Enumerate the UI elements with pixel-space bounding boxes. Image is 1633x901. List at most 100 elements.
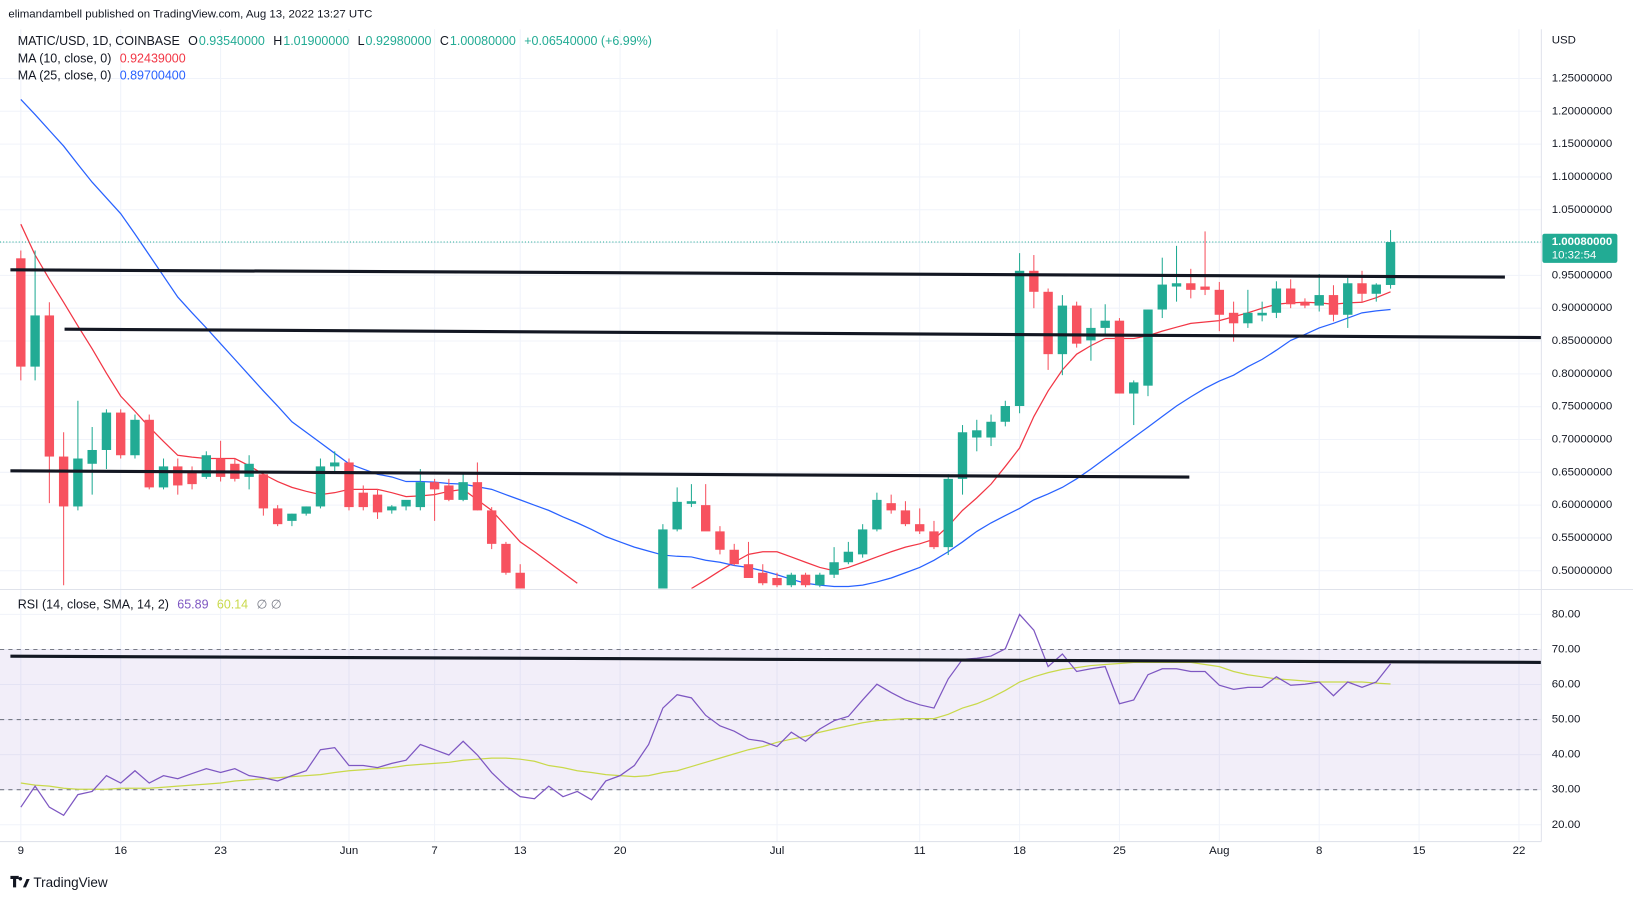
candle-body (486, 510, 497, 544)
candle-body (44, 315, 55, 457)
line (20, 613, 1392, 817)
candle-body (1243, 312, 1253, 324)
y-tick-label: 30.00 (1552, 784, 1581, 796)
y-tick-label: 50.00 (1552, 714, 1581, 726)
ohlc-key: C (440, 34, 449, 48)
candle-body (1157, 284, 1167, 310)
candle-body (1186, 283, 1196, 290)
y-tick-label: 40.00 (1552, 749, 1581, 761)
candle-body (986, 421, 996, 438)
candle-body (1029, 270, 1039, 292)
candle-body (772, 577, 782, 586)
trend-line (10, 268, 1505, 279)
candle-body (1214, 289, 1225, 315)
candle-body (758, 572, 768, 584)
candle-body (701, 505, 711, 532)
candle-body (244, 463, 254, 477)
candle-body (829, 562, 839, 575)
candle-body (1114, 320, 1125, 394)
legend-value: 0.89700400 (120, 68, 186, 82)
candle-body (130, 419, 140, 456)
candle-body (87, 449, 97, 464)
y-tick-label: 0.60000000 (1552, 499, 1612, 511)
candle-body (1043, 291, 1053, 355)
x-tick-label: Aug (1209, 845, 1229, 857)
x-tick-label: 20 (614, 845, 627, 857)
change: +0.06540000 (+6.99%) (524, 34, 652, 48)
candle-body (173, 466, 183, 486)
y-tick-label: 1.25000000 (1552, 72, 1612, 84)
candle-body (330, 462, 340, 467)
x-tick-label: 7 (431, 845, 437, 857)
y-tick-label: 70.00 (1552, 643, 1581, 655)
candle-body (444, 485, 454, 500)
y-tick-label: 1.20000000 (1552, 105, 1612, 117)
line (20, 98, 1391, 588)
candle-body (1314, 295, 1324, 306)
candle-body (743, 564, 754, 578)
candle-body (658, 529, 668, 589)
ohlc-key: L (358, 34, 365, 48)
candle-body (672, 501, 682, 530)
symbol: MATIC/USD, 1D, COINBASE (18, 34, 180, 48)
candle-body (800, 574, 811, 586)
candle-body (30, 315, 40, 367)
candle-body (144, 419, 154, 488)
trend-line (64, 327, 1542, 340)
candle-body (116, 412, 126, 456)
ohlc-value: 0.92980000 (366, 34, 432, 48)
candle-body (16, 258, 26, 367)
brand: TradingView (33, 875, 108, 890)
candle-body (872, 499, 882, 530)
y-tick-label: 0.75000000 (1552, 401, 1612, 413)
candle-body (315, 466, 326, 507)
candle-body (344, 462, 354, 508)
y-tick-label: 0.50000000 (1552, 565, 1612, 577)
y-tick-label: 1.15000000 (1552, 138, 1612, 150)
y-tick-label: 0.80000000 (1552, 368, 1612, 380)
y-tick-label: 0.95000000 (1552, 269, 1612, 281)
last-price-box (1542, 233, 1618, 263)
candle-body (1129, 382, 1139, 394)
candle-body (458, 482, 468, 500)
candle-body (715, 531, 725, 550)
currency: USD (1552, 35, 1576, 47)
candle-body (515, 572, 525, 589)
ohlc-key: O (188, 34, 198, 48)
last-price-label: 1.00080000 (1552, 236, 1612, 248)
candle-body (501, 543, 511, 573)
candle-body (1143, 309, 1153, 386)
y-tick-label: 20.00 (1552, 819, 1581, 831)
candle-body (429, 482, 440, 490)
y-tick-label: 1.05000000 (1552, 204, 1612, 216)
publisher: elimandambell published on TradingView.c… (8, 9, 372, 21)
candle-body (915, 524, 925, 532)
y-tick-label: 0.65000000 (1552, 466, 1612, 478)
y-tick-label: 0.55000000 (1552, 532, 1612, 544)
candle-body (301, 506, 311, 514)
candle-body (1357, 283, 1367, 294)
candle-body (1285, 288, 1296, 305)
legend-value: 0.92439000 (120, 52, 186, 66)
candle-body (187, 471, 197, 485)
candle-body (1057, 305, 1068, 355)
candle-body (387, 506, 397, 511)
trend-line (10, 469, 1190, 479)
legend-value: 60.14 (217, 597, 248, 611)
candle-body (729, 549, 739, 565)
candle-body (957, 432, 968, 479)
y-tick-label: 0.85000000 (1552, 335, 1612, 347)
candle-body (1000, 406, 1011, 422)
candle-body (1171, 283, 1182, 287)
x-tick-label: Jul (770, 845, 785, 857)
candle-body (843, 551, 854, 563)
candle-body (272, 508, 283, 525)
x-tick-label: 18 (1013, 845, 1026, 857)
x-tick-label: Jun (340, 845, 358, 857)
candle-body (1100, 320, 1110, 328)
candle-body (815, 574, 825, 586)
candle-body (258, 474, 269, 509)
legend-name: MA (25, close, 0) (18, 68, 112, 82)
y-tick-label: 0.90000000 (1552, 302, 1612, 314)
